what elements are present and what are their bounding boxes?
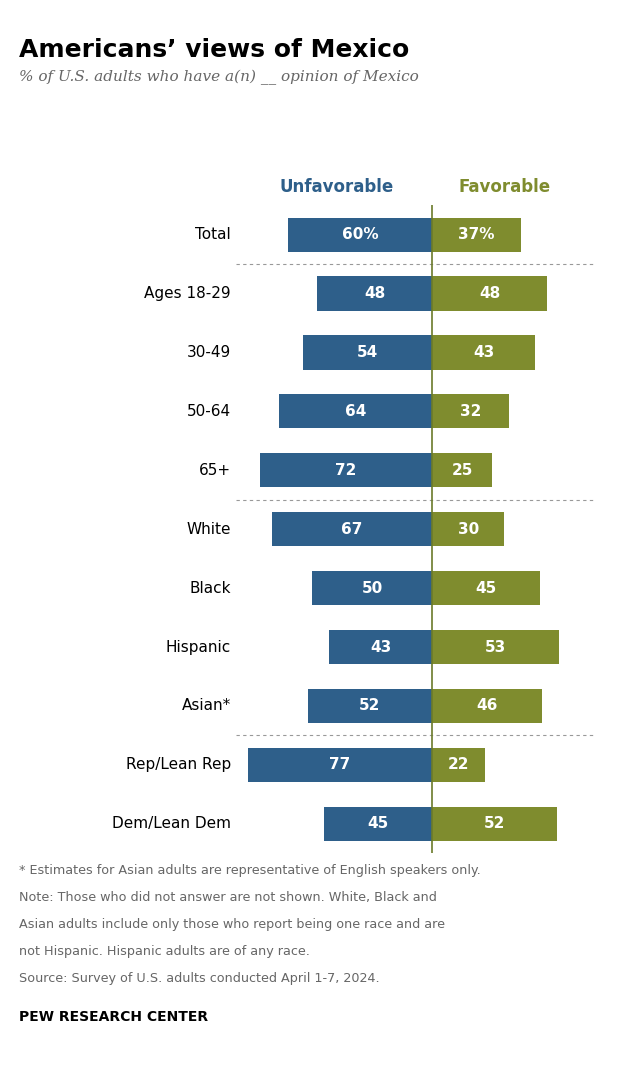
Text: Total: Total — [195, 227, 231, 242]
Text: 46: 46 — [477, 699, 498, 714]
Text: PEW RESEARCH CENTER: PEW RESEARCH CENTER — [19, 1010, 208, 1024]
Text: Asian adults include only those who report being one race and are: Asian adults include only those who repo… — [19, 918, 445, 931]
Bar — [432, 512, 504, 546]
Text: Note: Those who did not answer are not shown. White, Black and: Note: Those who did not answer are not s… — [19, 891, 436, 904]
Bar — [432, 454, 492, 487]
Text: not Hispanic. Hispanic adults are of any race.: not Hispanic. Hispanic adults are of any… — [19, 945, 309, 958]
Text: 65+: 65+ — [198, 463, 231, 477]
Text: 25: 25 — [451, 463, 473, 477]
Bar — [272, 512, 432, 546]
Text: Dem/Lean Dem: Dem/Lean Dem — [112, 816, 231, 832]
Bar — [308, 689, 432, 723]
Text: Favorable: Favorable — [458, 178, 550, 197]
Bar — [432, 747, 485, 782]
Text: 72: 72 — [335, 463, 356, 477]
Bar — [432, 276, 547, 311]
Text: Source: Survey of U.S. adults conducted April 1-7, 2024.: Source: Survey of U.S. adults conducted … — [19, 972, 379, 985]
Bar — [432, 217, 521, 252]
Text: 22: 22 — [448, 757, 469, 772]
Bar — [303, 336, 432, 369]
Text: Americans’ views of Mexico: Americans’ views of Mexico — [19, 38, 409, 62]
Bar — [432, 394, 509, 429]
Text: Ages 18-29: Ages 18-29 — [144, 286, 231, 301]
Text: 48: 48 — [364, 286, 385, 301]
Text: 53: 53 — [485, 639, 507, 654]
Text: 48: 48 — [479, 286, 500, 301]
Text: % of U.S. adults who have a(n) __ opinion of Mexico: % of U.S. adults who have a(n) __ opinio… — [19, 70, 419, 85]
Bar — [329, 630, 432, 664]
Bar — [312, 571, 432, 605]
Text: 37%: 37% — [458, 227, 495, 242]
Text: Asian*: Asian* — [182, 699, 231, 714]
Bar — [279, 394, 432, 429]
Text: 45: 45 — [476, 581, 497, 595]
Text: Unfavorable: Unfavorable — [279, 178, 394, 197]
Text: 43: 43 — [473, 345, 494, 360]
Text: 30-49: 30-49 — [187, 345, 231, 360]
Bar — [432, 571, 540, 605]
Text: 32: 32 — [460, 404, 481, 419]
Bar — [260, 454, 432, 487]
Bar — [317, 276, 432, 311]
Text: Hispanic: Hispanic — [166, 639, 231, 654]
Text: 50: 50 — [361, 581, 383, 595]
Bar — [432, 336, 535, 369]
Bar — [432, 807, 557, 841]
Text: Rep/Lean Rep: Rep/Lean Rep — [126, 757, 231, 772]
Bar — [288, 217, 432, 252]
Bar — [324, 807, 432, 841]
Bar — [247, 747, 432, 782]
Text: 52: 52 — [484, 816, 505, 832]
Text: 77: 77 — [329, 757, 350, 772]
Text: 67: 67 — [341, 522, 363, 537]
Bar — [432, 689, 542, 723]
Text: 64: 64 — [345, 404, 366, 419]
Text: 30: 30 — [458, 522, 479, 537]
Text: 54: 54 — [357, 345, 378, 360]
Text: Black: Black — [189, 581, 231, 595]
Text: White: White — [186, 522, 231, 537]
Bar — [432, 630, 559, 664]
Text: 50-64: 50-64 — [187, 404, 231, 419]
Text: * Estimates for Asian adults are representative of English speakers only.: * Estimates for Asian adults are represe… — [19, 864, 480, 877]
Text: 52: 52 — [359, 699, 381, 714]
Text: 60%: 60% — [342, 227, 379, 242]
Text: 45: 45 — [368, 816, 389, 832]
Text: 43: 43 — [370, 639, 391, 654]
